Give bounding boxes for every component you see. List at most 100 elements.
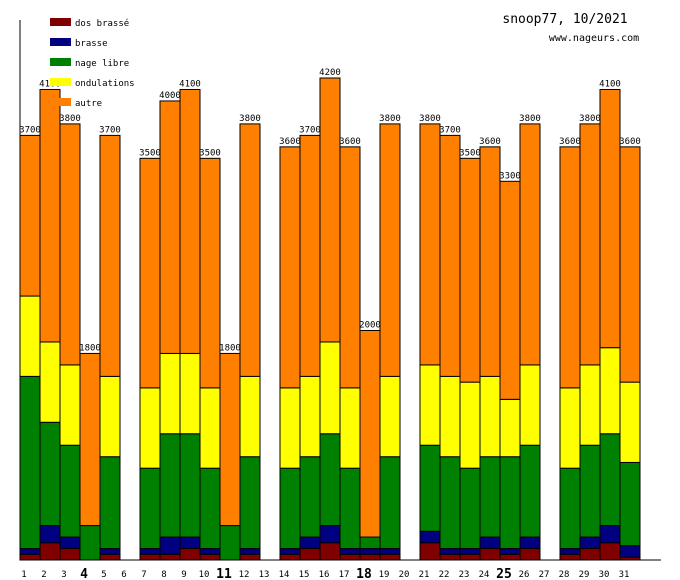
bar-segment-ondulations-day-2 [39, 341, 61, 423]
bar-segment-autre-day-22 [439, 134, 461, 377]
bar-segment-nage-libre-day-19 [379, 456, 401, 550]
bar-segment-dos-brasse-day-10 [199, 553, 221, 561]
bar-segment-dos-brasse-day-25 [499, 553, 521, 561]
bar-segment-autre-day-29 [579, 123, 601, 366]
bar-segment-ondulations-day-16 [319, 341, 341, 435]
bar-segment-dos-brasse-day-21 [419, 542, 441, 561]
x-tick-label-20: 20 [399, 570, 410, 580]
x-tick-label-30: 30 [599, 570, 610, 580]
x-tick-label-5: 5 [101, 570, 106, 580]
total-label-day-1: 3700 [19, 125, 41, 135]
total-label-day-23: 3500 [459, 148, 481, 158]
total-label-day-17: 3600 [339, 137, 361, 147]
total-label-day-16: 4200 [319, 68, 341, 78]
x-tick-label-29: 29 [579, 570, 590, 580]
bar-segment-nage-libre-day-2 [39, 421, 61, 527]
total-label-day-29: 3800 [579, 114, 601, 124]
bar-segment-dos-brasse-day-5 [99, 553, 121, 561]
bar-segment-brasse-day-25 [499, 548, 521, 555]
legend-swatch-autre [50, 98, 71, 106]
bar-segment-brasse-day-28 [559, 548, 581, 555]
bar-segment-nage-libre-day-25 [499, 456, 521, 550]
x-tick-label-12: 12 [239, 570, 250, 580]
bar-segment-brasse-day-7 [139, 548, 161, 555]
bar-segment-brasse-day-5 [99, 548, 121, 555]
bar-segment-dos-brasse-day-30 [599, 542, 621, 561]
bar-segment-ondulations-day-12 [239, 375, 261, 458]
bar-segment-autre-day-9 [179, 88, 201, 354]
bar-segment-ondulations-day-7 [139, 387, 161, 469]
total-label-day-11: 1800 [219, 343, 241, 353]
bar-segment-nage-libre-day-29 [579, 444, 601, 538]
bar-segment-ondulations-day-17 [339, 387, 361, 469]
bar-segment-brasse-day-2 [39, 525, 61, 544]
bar-segment-ondulations-day-22 [439, 375, 461, 458]
x-tick-label-14: 14 [279, 570, 290, 580]
legend-swatch-brasse [50, 38, 71, 46]
x-tick-label-15: 15 [299, 570, 310, 580]
x-tick-label-2: 2 [41, 570, 46, 580]
bar-segment-brasse-day-19 [379, 548, 401, 555]
bar-segment-brasse-day-12 [239, 548, 261, 555]
total-label-day-8: 4000 [159, 91, 181, 101]
bar-segment-dos-brasse-day-1 [19, 553, 41, 561]
total-label-day-26: 3800 [519, 114, 541, 124]
legend-swatch-nage-libre [50, 58, 71, 66]
legend-label-autre: autre [75, 99, 102, 109]
legend-label-dos-brasse: dos brassé [75, 18, 129, 29]
bar-segment-brasse-day-21 [419, 530, 441, 544]
bar-segment-dos-brasse-day-19 [379, 553, 401, 561]
chart-title: snoop77, 10/2021 [502, 12, 627, 27]
bar-segment-autre-day-11 [219, 352, 241, 527]
bar-segment-nage-libre-day-18 [359, 536, 381, 550]
total-label-day-25: 3300 [499, 171, 521, 181]
bar-segment-ondulations-day-5 [99, 375, 121, 458]
bar-segment-ondulations-day-21 [419, 364, 441, 446]
bar-segment-dos-brasse-day-14 [279, 553, 301, 561]
bar-segment-nage-libre-day-3 [59, 444, 81, 538]
bar-segment-brasse-day-26 [519, 536, 541, 550]
bar-segment-ondulations-day-24 [479, 375, 501, 458]
bar-segment-nage-libre-day-7 [139, 467, 161, 550]
bar-segment-brasse-day-10 [199, 548, 221, 555]
bar-segment-autre-day-28 [559, 146, 581, 389]
bar-segment-autre-day-8 [159, 100, 181, 354]
bar-segment-brasse-day-29 [579, 536, 601, 550]
bar-segment-brasse-day-16 [319, 525, 341, 544]
bar-segment-dos-brasse-day-22 [439, 553, 461, 561]
bar-segment-autre-day-5 [99, 134, 121, 377]
bar-segment-dos-brasse-day-7 [139, 553, 161, 561]
bar-segment-nage-libre-day-26 [519, 444, 541, 538]
x-tick-labels: 1 2 3 4 5 6 7 8 9 10 11 12 13 14 15 16 17 18 19 20 21 22 23 24 2… [21, 567, 629, 580]
bar-segment-nage-libre-day-17 [339, 467, 361, 550]
bar-segment-nage-libre-day-23 [459, 467, 481, 550]
total-label-day-10: 3500 [199, 148, 221, 158]
bar-segment-nage-libre-day-11 [219, 525, 241, 561]
total-label-day-22: 3700 [439, 125, 461, 135]
legend: dos brassé brasse nage libre ondulations aut… [50, 18, 135, 109]
bar-segment-ondulations-day-29 [579, 364, 601, 446]
bar-segment-autre-day-15 [299, 134, 321, 377]
legend-swatch-ondulations [50, 78, 71, 86]
total-label-day-7: 3500 [139, 148, 161, 158]
bar-segment-nage-libre-day-28 [559, 467, 581, 550]
bar-segment-autre-day-14 [279, 146, 301, 389]
legend-label-brasse: brasse [75, 39, 108, 49]
legend-label-nage-libre: nage libre [75, 59, 129, 69]
bar-segment-brasse-day-22 [439, 548, 461, 555]
total-label-day-21: 3800 [419, 114, 441, 124]
bar-segment-dos-brasse-day-28 [559, 553, 581, 561]
bar-segment-ondulations-day-25 [499, 398, 521, 458]
bar-segment-dos-brasse-day-16 [319, 542, 341, 561]
bar-segment-brasse-day-30 [599, 525, 621, 544]
legend-swatch-dos-brasse [50, 18, 71, 26]
x-tick-label-31: 31 [619, 570, 630, 580]
bar-segment-nage-libre-day-10 [199, 467, 221, 550]
chart-subtitle: www.nageurs.com [549, 33, 639, 44]
x-tick-label-4: 4 [80, 567, 88, 580]
bar-segment-nage-libre-day-16 [319, 433, 341, 527]
x-tick-label-28: 28 [559, 570, 570, 580]
bar-segment-brasse-day-14 [279, 548, 301, 555]
total-label-day-9: 4100 [179, 79, 201, 89]
